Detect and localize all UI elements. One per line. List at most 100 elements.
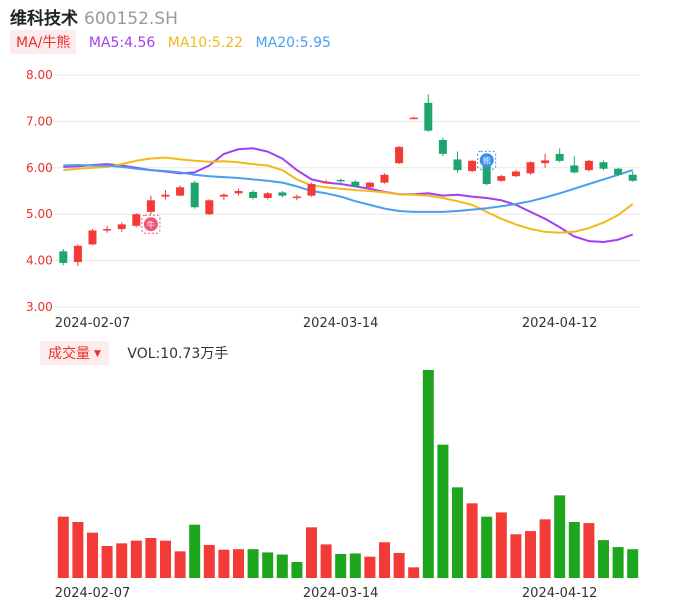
candle-body bbox=[103, 229, 112, 231]
volume-bar bbox=[481, 516, 493, 578]
candle-body bbox=[628, 174, 637, 181]
volume-bar bbox=[218, 549, 230, 578]
signal-marker-icon bbox=[143, 217, 158, 232]
volume-bar bbox=[452, 487, 463, 578]
volume-bar bbox=[262, 552, 274, 578]
y-tick-label: 7.00 bbox=[26, 114, 53, 128]
volume-bar bbox=[466, 503, 478, 578]
volume-bar bbox=[598, 540, 609, 578]
caret-down-icon: ▼ bbox=[94, 349, 101, 359]
candle-body bbox=[395, 146, 404, 164]
ma-line-ma10 bbox=[63, 156, 634, 234]
signal-marker-icon bbox=[479, 153, 494, 168]
y-tick-label: 6.00 bbox=[26, 161, 53, 175]
volume-bar bbox=[539, 519, 551, 578]
candle-body bbox=[584, 160, 593, 171]
volume-bar bbox=[568, 522, 580, 578]
candle-body bbox=[278, 192, 287, 196]
volume-bar bbox=[72, 522, 84, 578]
volume-bar bbox=[87, 532, 98, 578]
volume-bar bbox=[510, 534, 522, 578]
ma-legend: MA/牛熊 MA5:4.56 MA10:5.22 MA20:5.95 bbox=[10, 30, 331, 54]
volume-bar bbox=[160, 540, 171, 578]
volume-value: VOL:10.73万手 bbox=[127, 346, 229, 362]
y-tick-label: 5.00 bbox=[26, 207, 53, 221]
x-tick-label: 2024-02-07 bbox=[55, 586, 131, 601]
y-tick-label: 4.00 bbox=[26, 254, 53, 268]
volume-bar bbox=[627, 549, 639, 578]
ma-indicator-selector[interactable]: MA/牛熊 bbox=[10, 30, 77, 54]
candle-body bbox=[380, 174, 389, 183]
candle-body bbox=[365, 182, 374, 188]
ma-line-ma20 bbox=[63, 164, 634, 213]
volume-indicator-selector[interactable]: 成交量 ▼ bbox=[40, 341, 109, 365]
candle-body bbox=[453, 159, 462, 171]
candle-body bbox=[146, 200, 155, 212]
volume-bar bbox=[247, 549, 259, 578]
volume-bar bbox=[364, 556, 376, 578]
volume-bar bbox=[101, 546, 113, 578]
candle-body bbox=[263, 193, 272, 198]
volume-bar bbox=[393, 552, 405, 578]
volume-bar bbox=[174, 551, 186, 578]
candle-body bbox=[570, 165, 579, 173]
volume-bar bbox=[408, 567, 420, 578]
volume-bar bbox=[554, 495, 566, 578]
volume-bar bbox=[130, 540, 142, 578]
volume-bar bbox=[291, 562, 303, 578]
candle-body bbox=[424, 102, 433, 131]
candle-body bbox=[322, 181, 331, 184]
candle-body bbox=[161, 194, 170, 197]
stock-name: 维科技术 bbox=[10, 9, 78, 29]
x-tick-label: 2024-03-14 bbox=[303, 586, 379, 601]
candle-body bbox=[249, 191, 258, 198]
x-tick-label: 2024-03-14 bbox=[303, 316, 379, 331]
signal-marker-frame bbox=[477, 150, 497, 170]
candle-body bbox=[614, 168, 623, 175]
volume-bar bbox=[203, 544, 215, 578]
volume-bar bbox=[57, 516, 69, 578]
volume-legend: 成交量 ▼ VOL:10.73万手 bbox=[40, 341, 229, 365]
candle-body bbox=[292, 196, 301, 199]
volume-bar bbox=[525, 531, 536, 578]
candle-body bbox=[409, 117, 418, 120]
x-tick-label: 2024-04-12 bbox=[522, 316, 598, 331]
stock-title: 维科技术 600152.SH bbox=[10, 4, 178, 29]
signal-marker-label: 牛 bbox=[147, 220, 155, 230]
volume-bar bbox=[349, 553, 361, 578]
volume-bar bbox=[335, 554, 347, 578]
candle-body bbox=[599, 162, 608, 169]
y-tick-label: 8.00 bbox=[26, 68, 53, 82]
candle-body bbox=[176, 187, 185, 196]
candle-body bbox=[205, 200, 214, 215]
stock-code: 600152.SH bbox=[84, 9, 178, 29]
x-tick-label: 2024-04-12 bbox=[522, 586, 598, 601]
volume-bar bbox=[495, 512, 507, 578]
candle-body bbox=[59, 251, 68, 263]
volume-bar bbox=[233, 549, 244, 578]
volume-bar bbox=[306, 527, 317, 578]
candle-body bbox=[307, 184, 316, 196]
signal-marker-frame bbox=[141, 214, 161, 234]
x-tick-label: 2024-02-07 bbox=[55, 316, 131, 331]
volume-bar bbox=[145, 538, 157, 578]
candle-body bbox=[555, 153, 564, 161]
volume-bar bbox=[320, 544, 332, 578]
volume-bar bbox=[379, 542, 390, 578]
volume-bar bbox=[189, 524, 201, 578]
candle-body bbox=[526, 162, 535, 174]
volume-bar bbox=[422, 370, 434, 578]
volume-bar bbox=[437, 444, 449, 578]
candle-body bbox=[132, 214, 141, 226]
candle-body bbox=[88, 230, 97, 245]
candle-body bbox=[497, 176, 506, 181]
candle-body bbox=[117, 224, 126, 230]
volume-tag-label: 成交量 bbox=[48, 346, 90, 362]
volume-bar bbox=[583, 523, 595, 578]
candle-body bbox=[336, 179, 345, 182]
candle-body bbox=[438, 139, 447, 154]
candle-body bbox=[219, 194, 228, 197]
ma20-legend-label: MA20:5.95 bbox=[255, 35, 331, 51]
y-tick-label: 3.00 bbox=[26, 300, 53, 314]
